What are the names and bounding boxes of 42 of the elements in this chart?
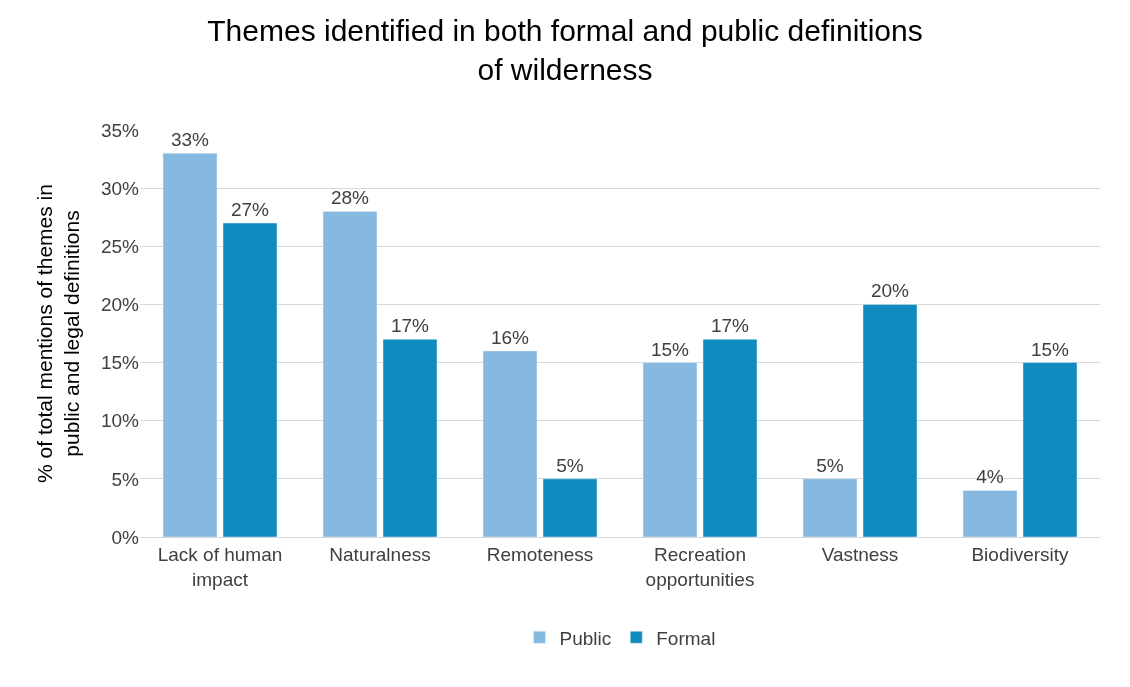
y-tick-label: 25% — [100, 235, 140, 257]
y-tick-label: 10% — [100, 410, 140, 432]
data-label: 15% — [650, 338, 690, 360]
y-tick-label: 35% — [100, 119, 140, 141]
legend-label: Formal — [656, 627, 716, 649]
bar — [642, 362, 698, 537]
data-label: 17% — [710, 315, 750, 337]
bar — [802, 478, 858, 537]
bar — [962, 490, 1018, 537]
y-tick-label: 5% — [111, 468, 140, 490]
x-tick-label: Naturalness — [329, 543, 431, 565]
x-tick-label: Remoteness — [486, 543, 594, 565]
bar — [702, 339, 758, 537]
bar — [222, 222, 278, 537]
bar — [322, 211, 378, 537]
data-label: 27% — [230, 199, 270, 221]
bar — [862, 304, 918, 537]
x-tick-label: Lack of human impact — [157, 543, 283, 590]
x-tick-label: Vastness — [821, 543, 899, 565]
y-tick-label: 0% — [111, 526, 140, 548]
data-label: 16% — [490, 326, 530, 348]
y-tick-label: 30% — [100, 177, 140, 199]
y-axis-title: % of total mentions of themes in public and legal definitions — [32, 184, 84, 483]
bar — [1022, 362, 1078, 537]
y-tick-label: 20% — [100, 294, 140, 316]
data-label: 33% — [170, 129, 210, 151]
legend-label: Public — [559, 627, 612, 649]
chart-title: Themes identified in both formal and public definitions of wilderness — [207, 14, 923, 87]
data-label: 5% — [556, 454, 584, 476]
bar — [542, 478, 598, 537]
data-label: 4% — [976, 466, 1004, 488]
data-label: 28% — [330, 187, 370, 209]
data-label: 17% — [390, 315, 430, 337]
bar — [482, 350, 538, 537]
x-tick-label: Recreation opportunities — [645, 543, 755, 590]
y-tick-label: 15% — [100, 352, 140, 374]
bar — [162, 153, 218, 537]
data-label: 15% — [1030, 338, 1070, 360]
bar — [382, 339, 438, 537]
x-tick-label: Biodiversity — [971, 543, 1070, 565]
data-label: 5% — [816, 454, 844, 476]
data-label: 20% — [870, 280, 910, 302]
